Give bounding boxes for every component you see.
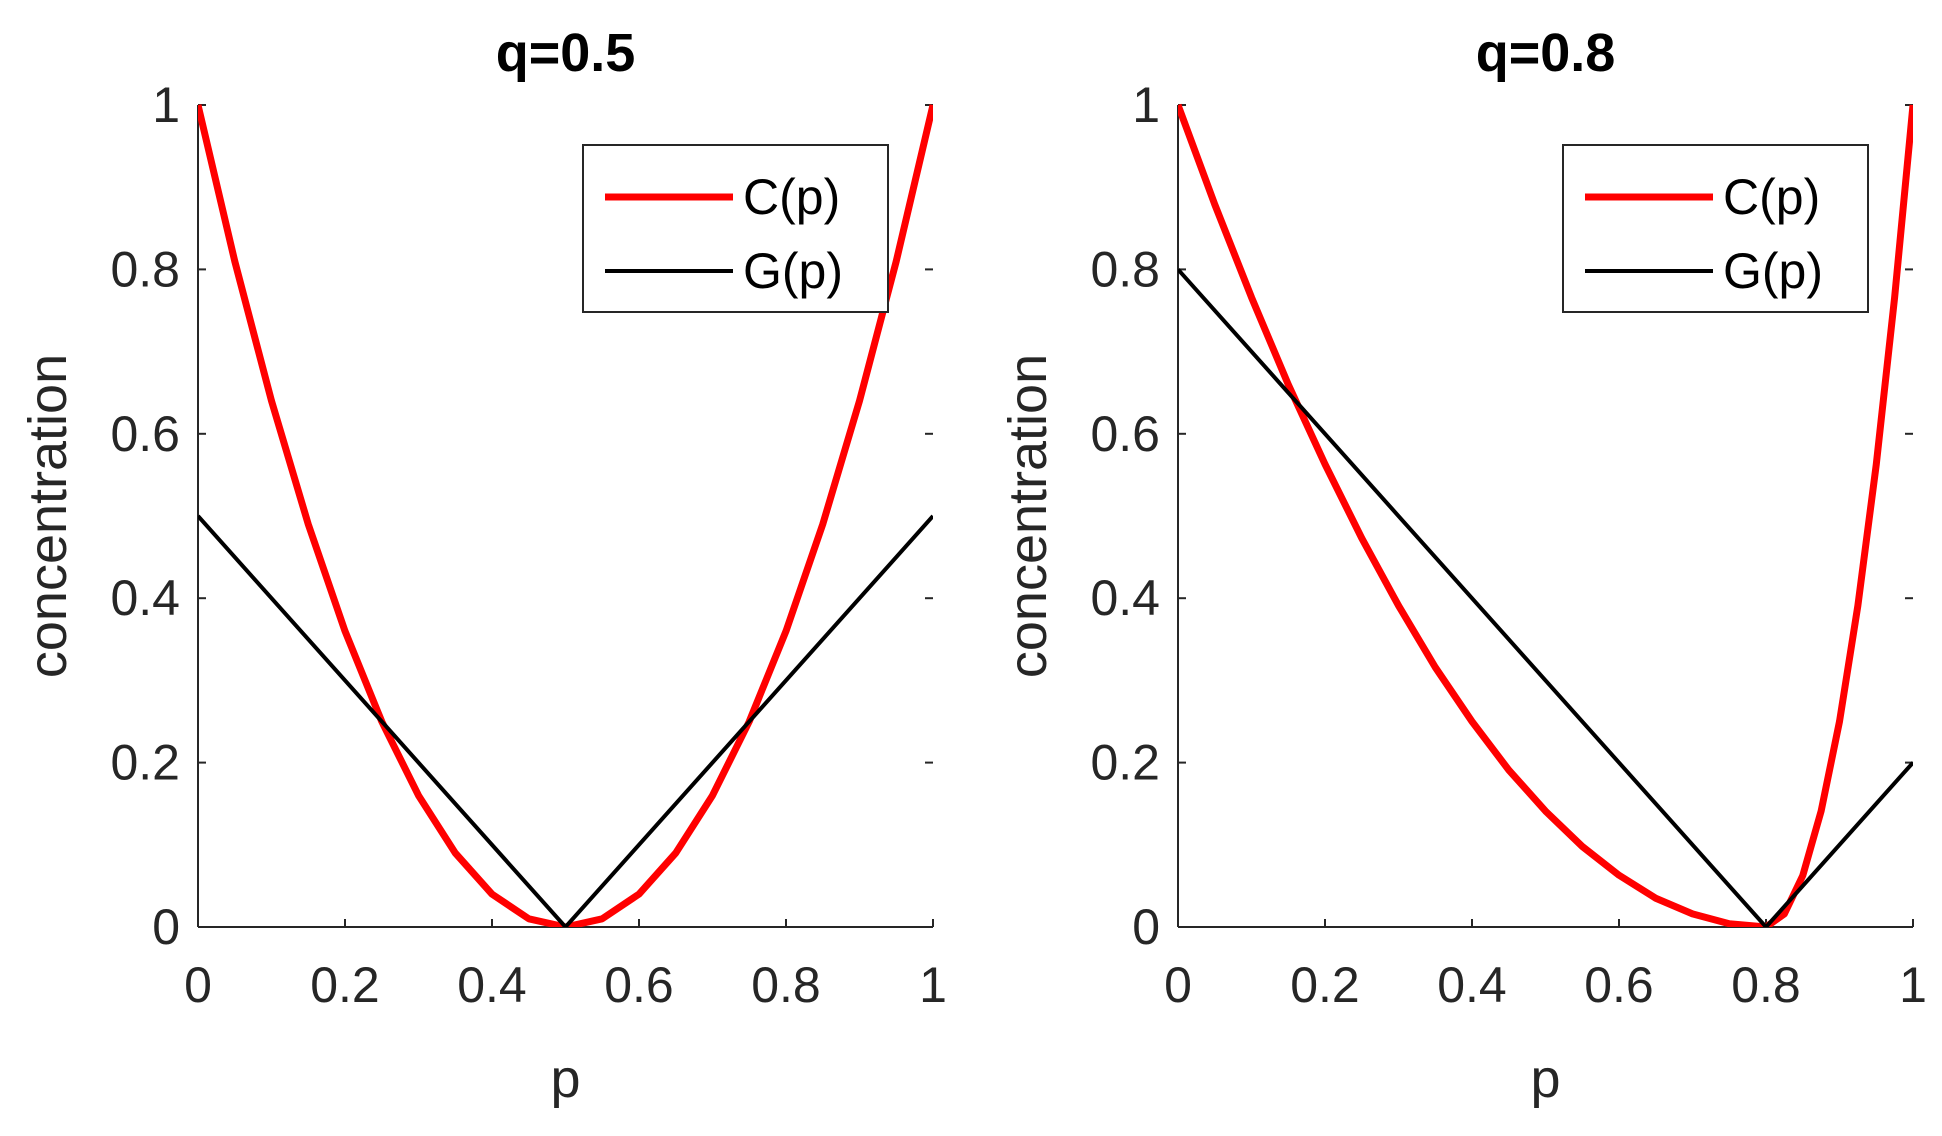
x-tick-label: 0.2 [1290, 957, 1360, 1013]
y-tick-label: 0 [1132, 899, 1160, 955]
x-tick-label: 1 [1899, 957, 1927, 1013]
legend-label-c: C(p) [743, 169, 840, 225]
chart-panel-2: 0 0.2 0.4 0.6 0.8 1 0 0.2 0.4 0.6 0.8 1 p concentrati… [998, 23, 1927, 1109]
y-axis-label: concentration [18, 354, 78, 678]
legend-label-g: G(p) [1723, 243, 1823, 299]
y-tick-label: 0 [152, 899, 180, 955]
x-tick-label: 0.4 [1437, 957, 1507, 1013]
x-tick-label: 1 [919, 957, 947, 1013]
x-tick-label: 0.2 [310, 957, 380, 1013]
series-line-c [198, 104, 933, 927]
x-tick-label: 0 [1164, 957, 1192, 1013]
y-tick-label: 0.2 [1090, 735, 1160, 791]
x-tick-label: 0.8 [751, 957, 821, 1013]
chart-title: q=0.8 [1476, 23, 1616, 83]
y-tick-label: 1 [152, 77, 180, 133]
series-line-g [1178, 268, 1913, 927]
series-line-g [198, 514, 933, 927]
x-tick-label: 0.6 [604, 957, 674, 1013]
y-tick-label: 0.8 [1090, 241, 1160, 297]
y-tick-label: 0.8 [110, 241, 180, 297]
chart-panel-1: 0 0.2 0.4 0.6 0.8 1 0 0.2 0.4 0.6 0.8 1 p concentrati… [18, 23, 947, 1109]
legend-label-g: G(p) [743, 243, 843, 299]
x-tick-label: 0.6 [1584, 957, 1654, 1013]
legend-box [582, 144, 889, 313]
x-tick-label: 0.8 [1731, 957, 1801, 1013]
x-axis-label: p [550, 1049, 580, 1109]
x-axis-label: p [1530, 1049, 1560, 1109]
series-line-c [1178, 103, 1913, 927]
y-tick-label: 0.4 [1090, 570, 1160, 626]
y-tick-label: 1 [1132, 77, 1160, 133]
legend-label-c: C(p) [1723, 169, 1820, 225]
y-tick-label: 0.6 [1090, 406, 1160, 462]
legend: C(p) G(p) [582, 144, 889, 313]
chart-title: q=0.5 [496, 23, 636, 83]
y-tick-label: 0.6 [110, 406, 180, 462]
x-tick-label: 0 [184, 957, 212, 1013]
y-axis-label: concentration [998, 354, 1058, 678]
x-tick-label: 0.4 [457, 957, 527, 1013]
legend: C(p) G(p) [1562, 144, 1869, 313]
y-tick-label: 0.4 [110, 570, 180, 626]
y-tick-label: 0.2 [110, 735, 180, 791]
legend-box [1562, 144, 1869, 313]
